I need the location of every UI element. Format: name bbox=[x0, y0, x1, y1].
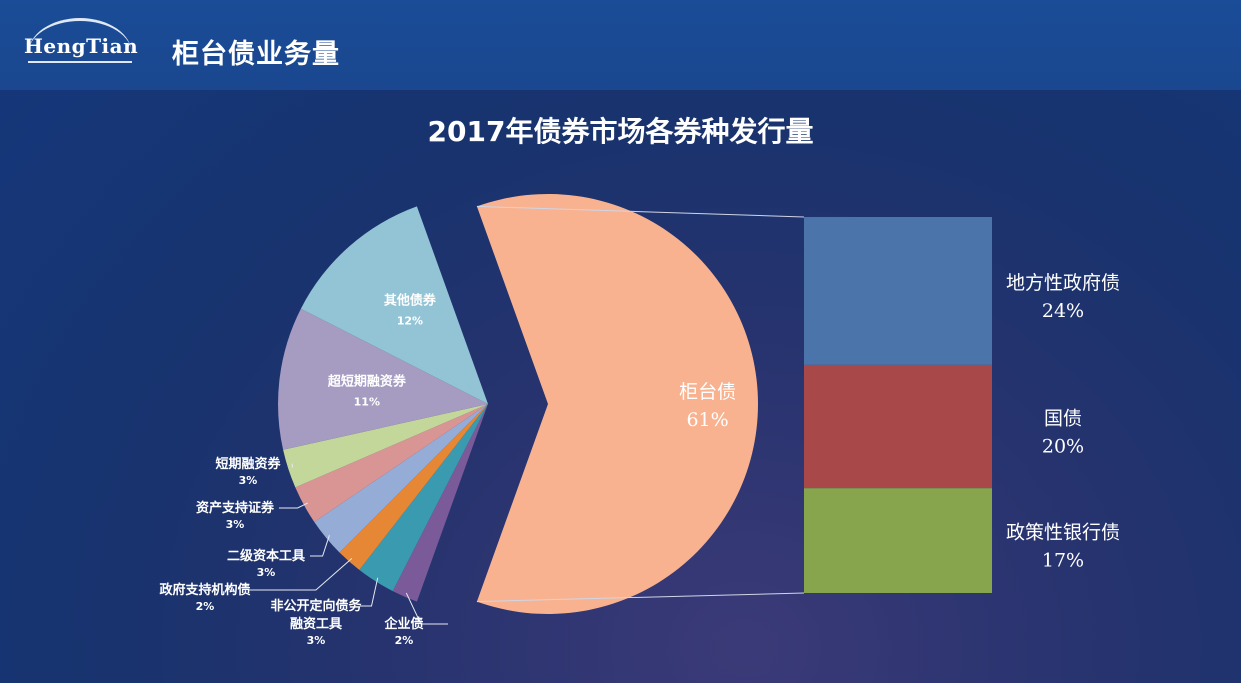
slice-label-value: 2% bbox=[196, 600, 215, 613]
breakdown-segment-0 bbox=[804, 217, 992, 365]
slice-label-name: 企业债 bbox=[383, 616, 423, 632]
slice-label-value: 3% bbox=[239, 474, 258, 487]
slice-8 bbox=[300, 206, 488, 404]
slice-label-name: 政府支持机构债 bbox=[159, 582, 250, 598]
page-title: 柜台债业务量 bbox=[172, 39, 340, 70]
leader-line bbox=[360, 577, 379, 607]
slice-2 bbox=[359, 404, 488, 592]
slice-label-name: 二级资本工具 bbox=[227, 548, 305, 564]
hengtian-logo: HengTian bbox=[24, 18, 139, 66]
logo-text: HengTian bbox=[24, 34, 139, 58]
breakdown-label-value: 24% bbox=[1042, 300, 1084, 322]
slice-6 bbox=[283, 404, 488, 488]
leader-line bbox=[279, 502, 308, 509]
breakdown-label-name: 政策性银行债 bbox=[1006, 522, 1120, 544]
leader-line bbox=[405, 592, 448, 625]
breakdown-segment-1 bbox=[804, 364, 992, 489]
leader-line bbox=[310, 535, 330, 557]
slice-0 bbox=[476, 193, 758, 614]
breakdown-segment-2 bbox=[804, 488, 992, 593]
slice-label-name: 融资工具 bbox=[290, 616, 342, 632]
slice-1 bbox=[392, 404, 488, 602]
slice-label-value: 61% bbox=[686, 409, 728, 431]
breakdown-label-name: 国债 bbox=[1044, 408, 1082, 430]
slice-5 bbox=[295, 404, 488, 522]
slice-label-value: 12% bbox=[397, 314, 423, 327]
slice-label-name: 其他债券 bbox=[384, 292, 437, 308]
slice-label-value: 3% bbox=[226, 518, 245, 531]
slice-label-name: 短期融资券 bbox=[215, 456, 281, 472]
slice-label-value: 2% bbox=[395, 634, 414, 647]
slice-label-name: 非公开定向债务 bbox=[270, 598, 362, 614]
slice-label-name: 资产支持证券 bbox=[196, 500, 275, 516]
chart-title: 2017年债券市场各券种发行量 bbox=[427, 115, 814, 148]
connector-bottom bbox=[476, 592, 805, 603]
slice-label-name: 超短期融资券 bbox=[328, 374, 407, 390]
logo-arc bbox=[28, 18, 132, 54]
slice-7 bbox=[278, 308, 488, 450]
slice-label-value: 11% bbox=[354, 396, 380, 409]
slice-label-name: 柜台债 bbox=[679, 381, 736, 403]
slice-4 bbox=[314, 404, 488, 553]
pie-slices bbox=[278, 193, 758, 614]
breakdown-bar bbox=[804, 217, 992, 593]
leader-line bbox=[249, 558, 353, 591]
header-band bbox=[0, 0, 1241, 90]
slice-label-value: 3% bbox=[257, 566, 276, 579]
breakdown-label-value: 20% bbox=[1042, 436, 1084, 458]
slice-3 bbox=[339, 404, 488, 570]
slice-label-value: 3% bbox=[307, 634, 326, 647]
connector-top bbox=[476, 205, 805, 218]
breakdown-label-name: 地方性政府债 bbox=[1006, 272, 1120, 294]
breakdown-label-value: 17% bbox=[1042, 550, 1084, 572]
logo-underline bbox=[28, 61, 132, 63]
connector-lines bbox=[476, 205, 805, 603]
